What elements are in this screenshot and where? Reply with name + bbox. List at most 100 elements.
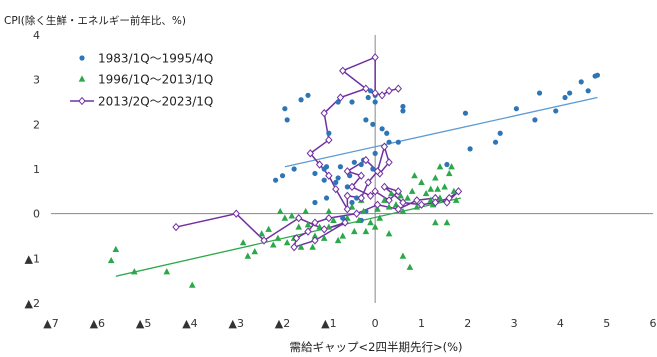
data-point [363,117,369,123]
legend-label: 1983/1Q〜1995/4Q [98,52,213,66]
data-point [454,187,463,196]
data-point [344,214,351,221]
data-point [232,209,240,218]
data-point [380,182,389,192]
y-tick-label: ▲2 [25,297,40,310]
data-point [343,167,352,176]
data-point [373,200,382,209]
data-point [349,99,355,105]
data-point [385,230,393,237]
data-point [325,135,333,145]
data-point [406,263,414,270]
data-point [462,110,469,116]
data-point [413,196,421,205]
x-tick-label: 1 [418,317,425,330]
data-point [367,88,374,94]
y-tick-label: 1 [33,163,40,176]
data-point [351,159,357,165]
data-point [188,281,196,288]
data-point [492,139,499,145]
data-point [337,164,344,170]
data-point [336,93,345,102]
data-point [379,126,385,132]
data-point [269,241,277,248]
data-point [239,239,247,246]
data-point [315,160,324,169]
data-point [341,218,349,227]
data-point [372,99,378,105]
data-point [432,219,439,226]
data-point [394,205,402,214]
data-point [376,214,384,221]
trendlines [115,96,598,277]
data-point [330,216,337,223]
data-point [311,236,319,245]
data-point [244,252,252,259]
x-tick-label: ▲5 [136,317,151,330]
data-point [352,209,361,218]
data-point [497,130,503,136]
data-point [320,234,328,241]
data-point [251,248,259,255]
data-point [312,199,318,206]
x-tick-label: ▲4 [182,317,197,330]
data-point [536,90,543,96]
data-point [284,117,290,123]
data-point [288,212,296,219]
trendline [115,197,461,277]
data-point [400,108,406,114]
data-point [373,167,382,176]
x-tick-label: 4 [557,317,564,330]
data-point [385,158,393,167]
data-point [562,94,568,101]
data-point [348,182,356,192]
data-point [79,55,85,61]
data-point [385,86,393,95]
data-point [258,230,265,237]
data-point [388,189,395,197]
data-point [585,88,591,94]
data-point [265,225,272,232]
data-point [321,166,327,172]
data-point [321,177,327,183]
data-point [355,216,363,223]
data-point [304,227,312,236]
data-point [306,149,314,158]
data-point [292,234,301,243]
data-point [399,207,407,215]
data-point [371,187,379,196]
data-point [434,185,441,192]
data-point [399,252,407,259]
data-point [553,108,559,114]
data-point [394,187,402,196]
data-point [304,221,312,228]
data-point [578,79,584,85]
data-point [302,207,309,215]
data-point [360,207,367,215]
data-point [385,203,393,210]
data-point [443,219,451,226]
data-point [339,232,347,239]
data-point [513,106,519,112]
data-point [107,256,115,264]
data-point [400,103,406,110]
data-point [366,191,375,200]
data-point [325,213,333,223]
data-points [107,53,601,288]
data-point [417,200,426,209]
data-point [279,173,286,179]
x-tick-label: 5 [603,317,610,330]
data-point [281,214,289,221]
x-axis-label: 需給ギャップ<2四半期先行>(%) [290,340,463,354]
data-point [365,94,371,101]
data-point [385,196,393,205]
data-point [311,218,319,227]
data-point [404,194,411,201]
data-point [272,177,279,183]
data-point [326,130,332,136]
x-tick-label: ▲1 [321,317,336,330]
data-point [567,90,573,96]
data-point [290,243,298,252]
data-point [411,172,418,179]
